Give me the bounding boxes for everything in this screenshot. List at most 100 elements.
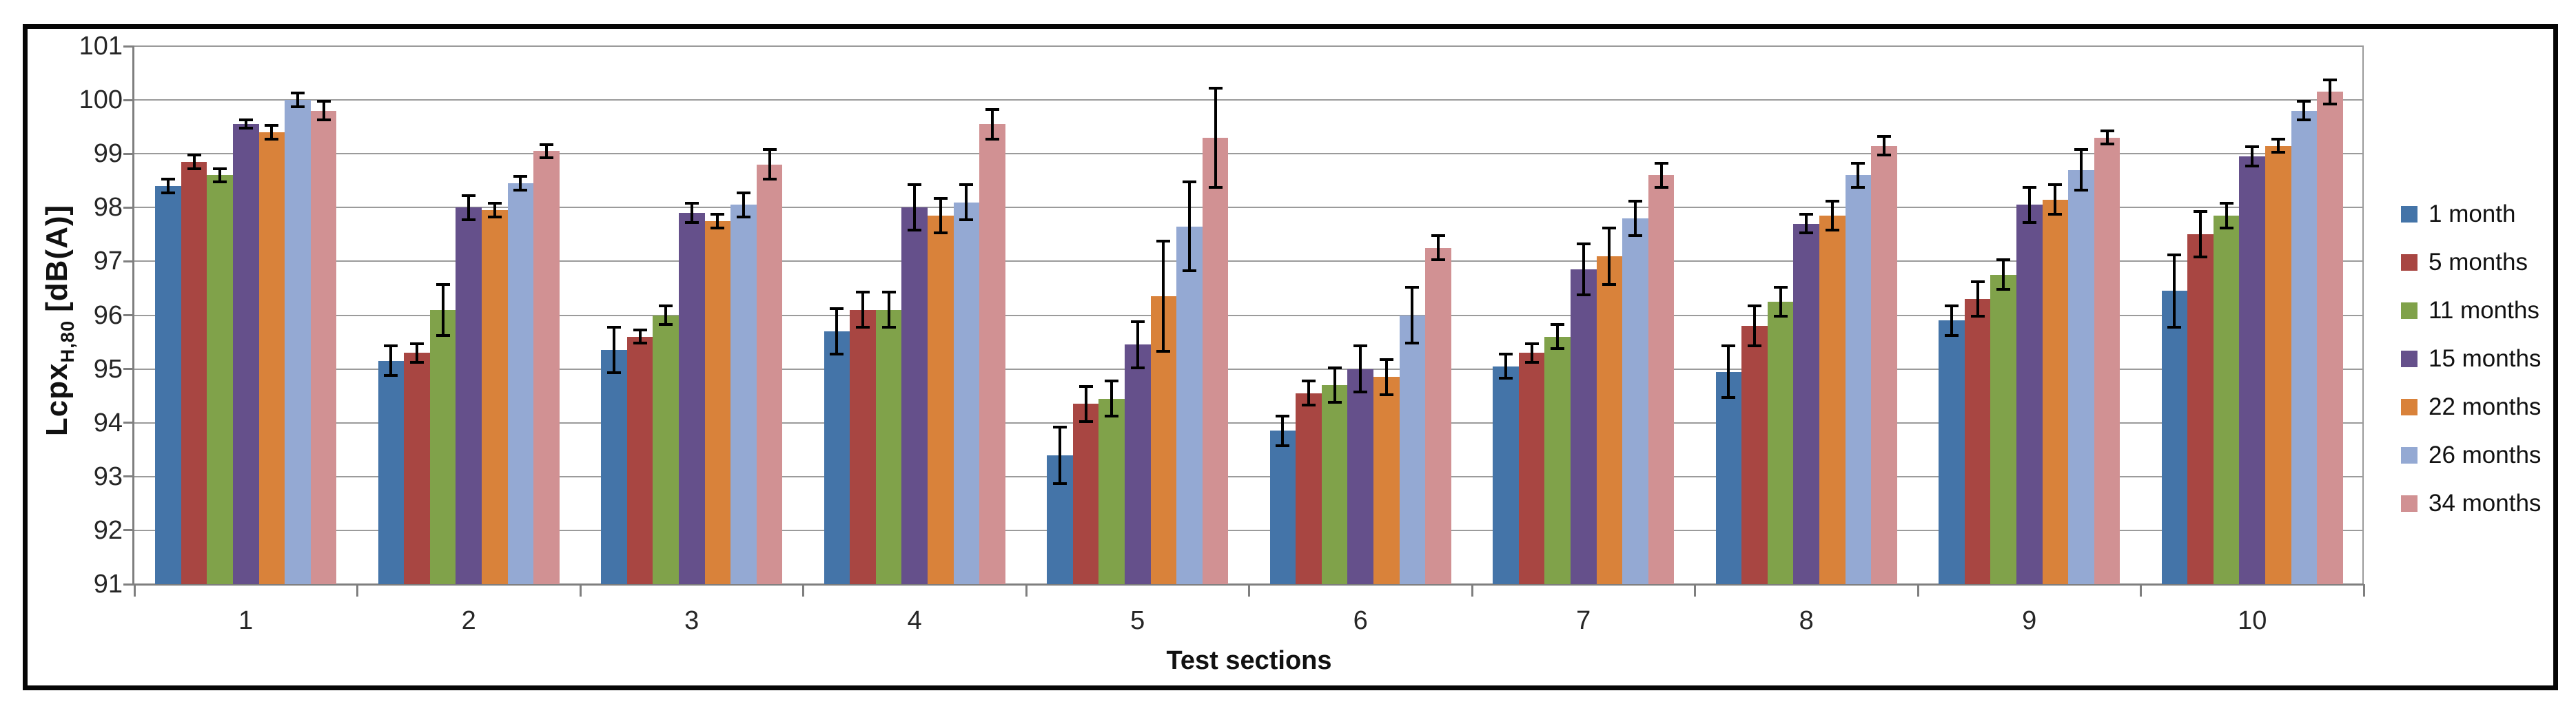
error-bar bbox=[1105, 380, 1119, 417]
error-bar-cap-bottom bbox=[1302, 404, 1316, 407]
error-bar bbox=[2074, 148, 2088, 192]
x-axis-tick-mark bbox=[1916, 584, 1919, 597]
error-bar bbox=[1276, 414, 1290, 447]
error-bar-cap-top bbox=[1208, 86, 1223, 90]
error-bar bbox=[187, 154, 201, 170]
bar bbox=[1819, 216, 1846, 584]
y-axis-tick-label: 101 bbox=[79, 32, 123, 61]
y-axis-tick-mark bbox=[123, 152, 134, 155]
error-bar bbox=[316, 100, 331, 122]
error-bar-cap-top bbox=[2245, 145, 2260, 149]
legend-swatch bbox=[2401, 495, 2417, 512]
error-bar bbox=[1079, 385, 1093, 423]
error-bar-cap-top bbox=[711, 213, 725, 216]
error-bar-cap-bottom bbox=[1208, 185, 1223, 189]
error-bar-cap-bottom bbox=[540, 156, 554, 159]
error-bar-line bbox=[1556, 323, 1560, 351]
error-bar-cap-bottom bbox=[1524, 360, 1539, 364]
x-axis-category-label: 3 bbox=[684, 606, 699, 635]
bar bbox=[207, 175, 233, 584]
x-axis-category-label: 5 bbox=[1130, 606, 1145, 635]
error-bar-cap-top bbox=[1524, 342, 1539, 345]
legend-label: 1 month bbox=[2429, 200, 2516, 227]
error-bar-line bbox=[1384, 358, 1388, 396]
error-bar-line bbox=[2302, 100, 2306, 122]
legend-label: 34 months bbox=[2429, 490, 2542, 517]
error-bar-cap-top bbox=[187, 154, 201, 157]
error-bar-line bbox=[519, 175, 522, 192]
y-axis-tick-mark bbox=[123, 422, 134, 424]
gridline bbox=[134, 314, 2364, 316]
y-axis-tick-mark bbox=[123, 260, 134, 262]
bar bbox=[1098, 398, 1125, 584]
error-bar bbox=[633, 329, 647, 345]
y-axis-tick-label: 93 bbox=[93, 462, 123, 491]
error-bar-cap-top bbox=[1156, 240, 1171, 243]
error-bar-line bbox=[1727, 344, 1730, 399]
error-bar-cap-bottom bbox=[2297, 118, 2311, 122]
error-bar bbox=[1825, 199, 1839, 232]
error-bar-cap-top bbox=[2048, 183, 2063, 187]
error-bar-line bbox=[1307, 380, 1311, 407]
bar bbox=[601, 350, 627, 584]
error-bar-line bbox=[1162, 240, 1165, 353]
y-axis-tick-label: 96 bbox=[93, 300, 123, 330]
chart-frame bbox=[23, 24, 2558, 690]
error-bar bbox=[1208, 86, 1223, 189]
y-axis-tick-mark bbox=[123, 529, 134, 532]
error-bar-cap-top bbox=[1182, 180, 1196, 184]
error-bar-cap-top bbox=[633, 329, 647, 332]
error-bar-cap-bottom bbox=[213, 180, 227, 184]
error-bar-cap-top bbox=[1327, 366, 1342, 369]
error-bar-line bbox=[1659, 161, 1663, 189]
error-bar-line bbox=[1779, 285, 1782, 318]
error-bar-line bbox=[1058, 425, 1061, 485]
error-bar-cap-top bbox=[830, 307, 844, 310]
y-axis-tick-mark bbox=[123, 45, 134, 48]
error-bar-cap-bottom bbox=[1498, 377, 1513, 380]
error-bar bbox=[1130, 320, 1145, 369]
bar bbox=[2042, 199, 2069, 584]
error-bar-cap-top bbox=[1944, 304, 1959, 307]
error-bar-cap-top bbox=[265, 124, 279, 127]
error-bar bbox=[1353, 344, 1368, 393]
error-bar-line bbox=[1857, 161, 1860, 189]
error-bar-cap-top bbox=[2022, 186, 2036, 189]
error-bar bbox=[1405, 285, 1420, 345]
error-bar-cap-top bbox=[1851, 161, 1865, 165]
legend-swatch bbox=[2401, 399, 2417, 415]
legend-item: 11 months bbox=[2401, 297, 2541, 324]
error-bar-cap-bottom bbox=[1773, 315, 1788, 318]
error-bar bbox=[1721, 344, 1736, 399]
error-bar-cap-top bbox=[2167, 253, 2182, 256]
error-bar-line bbox=[690, 202, 693, 224]
error-bar-cap-bottom bbox=[2219, 226, 2233, 229]
gridline bbox=[134, 529, 2364, 531]
x-axis-tick-mark bbox=[579, 584, 582, 597]
bar bbox=[1124, 344, 1151, 584]
error-bar-line bbox=[2199, 210, 2202, 259]
error-bar-cap-top bbox=[1721, 344, 1736, 348]
bar bbox=[285, 100, 311, 584]
error-bar-cap-bottom bbox=[1970, 315, 1985, 318]
error-bar-line bbox=[768, 148, 771, 181]
error-bar-cap-bottom bbox=[881, 326, 896, 329]
error-bar-cap-top bbox=[2271, 137, 2285, 141]
error-bar-cap-bottom bbox=[487, 215, 502, 218]
bar bbox=[258, 132, 285, 584]
bar bbox=[1176, 226, 1203, 584]
bar bbox=[824, 331, 850, 584]
error-bar-cap-top bbox=[1052, 425, 1067, 428]
bar bbox=[2239, 156, 2266, 584]
error-bar-cap-top bbox=[684, 202, 699, 205]
error-bar bbox=[2297, 100, 2311, 122]
error-bar-cap-bottom bbox=[1130, 366, 1145, 369]
error-bar-cap-top bbox=[1602, 226, 1617, 229]
bar bbox=[456, 207, 482, 584]
error-bar-line bbox=[2225, 202, 2228, 229]
error-bar bbox=[1877, 134, 1892, 157]
x-axis-tick-mark bbox=[802, 584, 804, 597]
error-bar-cap-top bbox=[410, 342, 425, 345]
y-axis-tick-mark bbox=[123, 206, 134, 209]
bar bbox=[1570, 269, 1597, 584]
